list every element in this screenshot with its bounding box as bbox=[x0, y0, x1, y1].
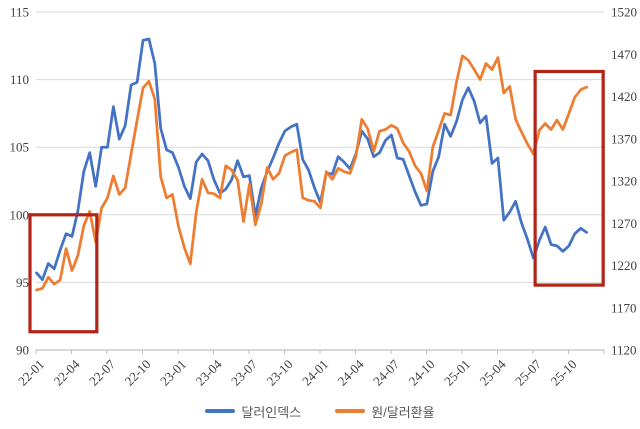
x-axis-tick-label: 24-04 bbox=[335, 356, 367, 388]
legend-swatch-won-dollar-rate bbox=[335, 409, 366, 413]
x-axis-tick-label: 22-01 bbox=[15, 357, 47, 389]
legend-item-won-dollar-rate: 원/달러환율 bbox=[335, 402, 435, 421]
y-right-tick-label: 1170 bbox=[611, 300, 637, 315]
y-right-tick-label: 1470 bbox=[611, 47, 637, 62]
y-right-tick-label: 1520 bbox=[611, 5, 637, 20]
series-line-dollar-index bbox=[35, 37, 588, 282]
legend-label-dollar-index: 달러인덱스 bbox=[241, 404, 302, 420]
legend-swatch-dollar-index bbox=[205, 409, 236, 413]
x-axis-tick-label: 25-01 bbox=[441, 357, 473, 389]
x-axis-tick-label: 23-01 bbox=[157, 357, 189, 389]
y-right-tick-label: 1220 bbox=[611, 258, 637, 273]
annotation-highlight-mid-2025-to-now bbox=[533, 69, 605, 287]
y-right-tick-label: 1370 bbox=[611, 131, 637, 146]
y-left-tick-label: 95 bbox=[16, 275, 29, 290]
y-left-tick-label: 115 bbox=[10, 5, 29, 20]
y-right-tick-label: 1120 bbox=[611, 343, 637, 358]
y-left-tick-label: 105 bbox=[10, 140, 30, 155]
x-axis-tick-label: 23-07 bbox=[228, 356, 260, 388]
y-right-tick-label: 1320 bbox=[611, 174, 637, 189]
x-axis-tick-label: 23-04 bbox=[193, 356, 225, 388]
annotation-highlight-early-2022 bbox=[28, 213, 99, 334]
y-right-tick-label: 1270 bbox=[611, 216, 637, 231]
legend-label-won-dollar-rate: 원/달러환율 bbox=[371, 404, 435, 420]
x-axis-tick-label: 25-04 bbox=[477, 356, 509, 388]
chart-legend: 달러인덱스 원/달러환율 bbox=[0, 399, 640, 423]
x-axis-tick-label: 23-10 bbox=[264, 357, 296, 389]
x-axis-tick-label: 22-10 bbox=[122, 357, 154, 389]
x-axis-tick-label: 25-07 bbox=[512, 356, 544, 388]
x-axis-tick-label: 24-07 bbox=[370, 356, 402, 388]
x-axis-tick-label: 24-10 bbox=[406, 357, 438, 389]
legend-item-dollar-index: 달러인덱스 bbox=[205, 402, 301, 421]
y-left-tick-label: 100 bbox=[10, 207, 30, 222]
y-left-tick-label: 90 bbox=[16, 343, 29, 358]
y-left-tick-label: 110 bbox=[10, 72, 29, 87]
x-axis-tick-label: 22-04 bbox=[51, 356, 83, 388]
series-line-won-dollar-rate bbox=[35, 54, 588, 292]
x-axis-tick-label: 24-01 bbox=[299, 357, 331, 389]
x-axis-tick-label: 22-07 bbox=[86, 356, 118, 388]
x-axis-tick-label: 25-10 bbox=[548, 357, 580, 389]
y-right-tick-label: 1420 bbox=[611, 89, 637, 104]
